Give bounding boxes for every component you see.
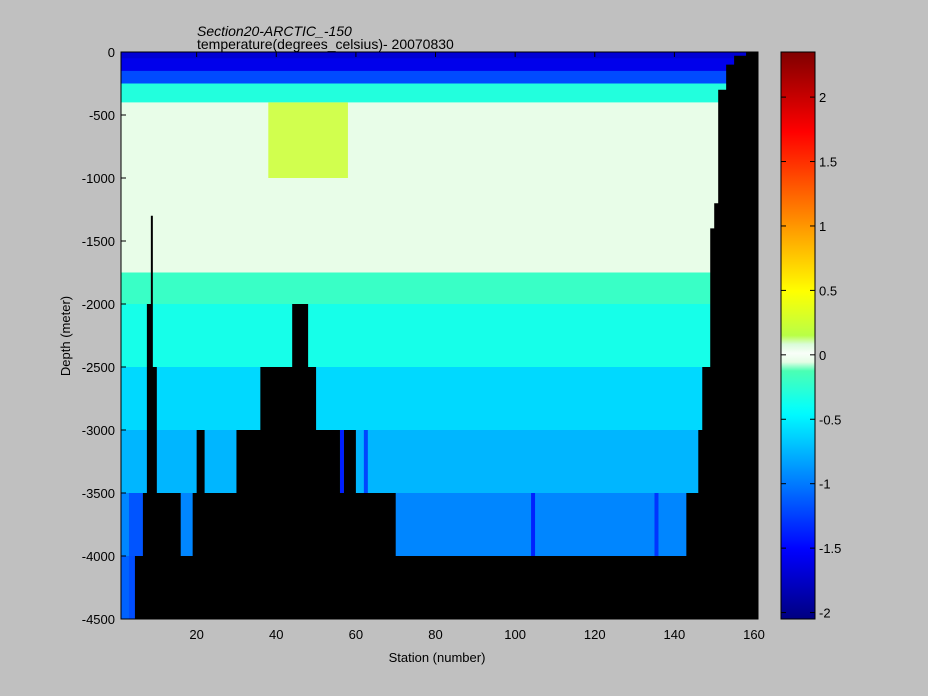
anomaly-1	[531, 493, 536, 556]
y-tick-label: -3500	[82, 486, 115, 501]
x-tick-label: 120	[584, 627, 606, 642]
colorbar-tick-label: -1.5	[819, 541, 841, 556]
colorbar-ticks: 2 1.5 1 0.5 0 -0.5 -1 -1.5 -2	[781, 90, 841, 621]
layer-3	[121, 83, 758, 103]
layer-0	[121, 52, 758, 59]
colorbar: 2 1.5 1 0.5 0 -0.5 -1 -1.5 -2	[780, 51, 841, 621]
y-tick-label: -4500	[82, 612, 115, 627]
layer-5	[121, 272, 758, 305]
seafloor-mask	[121, 52, 758, 619]
y-tick-label: -1000	[82, 171, 115, 186]
plot-area: 20 40 60 80 100 120 140 160 0 -500 -1000 -1500 -200…	[82, 45, 765, 642]
y-axis-label: Depth (meter)	[58, 296, 73, 376]
layer-2	[121, 70, 758, 84]
colorbar-gradient	[781, 52, 815, 619]
x-tick-label: 160	[743, 627, 765, 642]
y-tick-label: -3000	[82, 423, 115, 438]
layer-4	[121, 102, 758, 274]
x-tick-label: 80	[428, 627, 442, 642]
y-tick-label: -2500	[82, 360, 115, 375]
colorbar-tick-label: 1	[819, 219, 826, 234]
colorbar-tick-label: -0.5	[819, 412, 841, 427]
anomaly-0	[339, 430, 344, 493]
colorbar-tick-label: -1	[819, 477, 831, 492]
colorbar-tick-label: 0.5	[819, 283, 837, 298]
layer-1	[121, 58, 758, 72]
x-tick-label: 100	[504, 627, 526, 642]
colorbar-tick-label: 2	[819, 90, 826, 105]
colorbar-tick-label: 0	[819, 348, 826, 363]
colorbar-tick-label: -2	[819, 606, 831, 621]
x-tick-label: 20	[189, 627, 203, 642]
layer-6	[121, 304, 758, 368]
layer-8	[121, 430, 758, 494]
plot-frame	[120, 51, 759, 620]
anomaly-5	[268, 102, 348, 178]
chart-title: Section20-ARCTIC_-150	[197, 23, 352, 39]
x-tick-label: 140	[664, 627, 686, 642]
y-tick-label: -4000	[82, 549, 115, 564]
y-tick-label: -2000	[82, 297, 115, 312]
anomaly-2	[654, 493, 659, 556]
x-axis-ticks: 20 40 60 80 100 120 140 160	[189, 52, 765, 642]
colorbar-frame	[780, 51, 816, 620]
anomaly-3	[363, 430, 368, 493]
y-tick-label: -1500	[82, 234, 115, 249]
y-tick-label: 0	[108, 45, 115, 60]
y-tick-label: -500	[89, 108, 115, 123]
x-tick-label: 60	[349, 627, 363, 642]
chart-subtitle: temperature(degrees_celsius)- 20070830	[197, 36, 454, 52]
layer-7	[121, 367, 758, 431]
y-axis-ticks: 0 -500 -1000 -1500 -2000 -2500 -3000 -3500 -4000…	[82, 45, 758, 627]
x-tick-label: 40	[269, 627, 283, 642]
colorbar-tick-label: 1.5	[819, 155, 837, 170]
x-axis-label: Station (number)	[389, 650, 486, 665]
